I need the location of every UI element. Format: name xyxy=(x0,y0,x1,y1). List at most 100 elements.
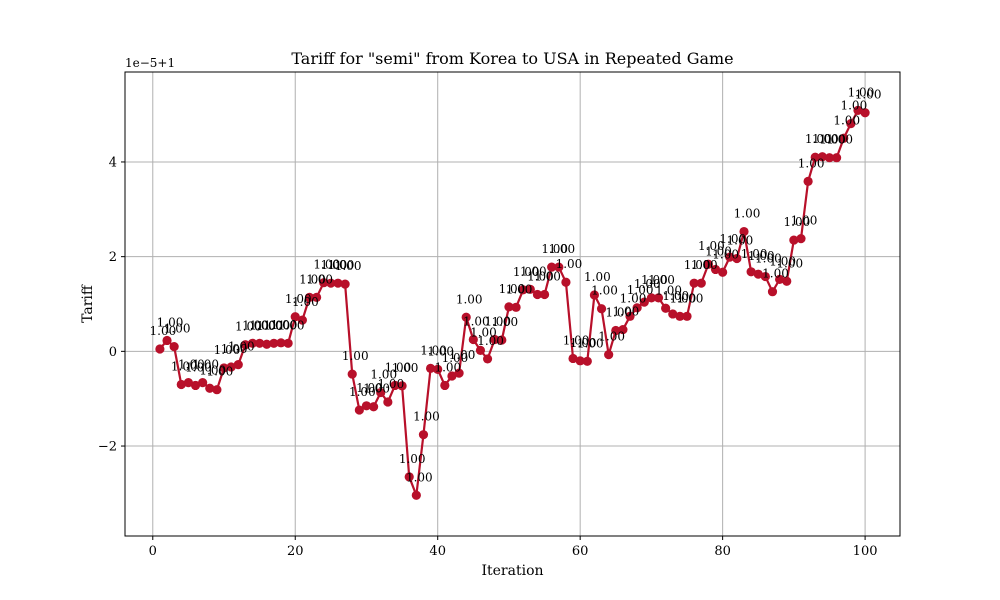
data-point-label: 1.00 xyxy=(434,360,461,374)
data-point xyxy=(589,290,600,300)
data-point xyxy=(504,302,514,312)
data-point xyxy=(169,342,179,352)
data-point-label: 1.00 xyxy=(570,336,597,350)
data-point-label: 1.00 xyxy=(520,264,547,278)
data-point xyxy=(661,303,671,313)
data-point-label: 1.00 xyxy=(385,360,412,374)
data-point xyxy=(390,380,400,391)
data-point-label: 1.00 xyxy=(299,272,326,286)
data-point xyxy=(561,277,571,287)
grid-lines xyxy=(125,72,900,536)
data-point-label: 1.00 xyxy=(185,360,212,374)
data-labels-layer: 1.001.001.001.001.001.001.001.001.001.00… xyxy=(150,85,882,484)
data-point-label: 1.00 xyxy=(698,239,725,253)
data-point xyxy=(262,339,272,349)
data-point-label: 1.00 xyxy=(207,365,234,379)
data-point-label: 1.00 xyxy=(605,306,632,320)
data-point xyxy=(212,385,222,395)
data-point xyxy=(547,262,557,272)
data-point xyxy=(846,119,856,129)
data-point-label: 1.00 xyxy=(242,318,269,332)
data-point xyxy=(162,335,172,346)
data-point-label: 1.00 xyxy=(506,282,533,296)
data-point xyxy=(383,397,393,407)
data-point-label: 1.00 xyxy=(171,359,198,373)
data-point-label: 1.00 xyxy=(313,258,340,272)
data-point xyxy=(269,338,279,348)
data-point xyxy=(340,279,350,289)
data-point xyxy=(183,377,193,388)
data-point xyxy=(226,362,236,372)
data-point-label: 1.00 xyxy=(406,470,433,484)
data-point xyxy=(247,338,258,348)
data-point xyxy=(475,345,486,355)
data-point-label: 1.00 xyxy=(278,318,305,332)
data-point-label: 1.00 xyxy=(221,342,248,356)
data-point-label: 1.00 xyxy=(541,242,568,256)
data-point-label: 1.00 xyxy=(833,113,860,127)
data-point-label: 1.00 xyxy=(812,132,839,146)
data-point xyxy=(796,234,806,244)
data-point xyxy=(839,133,849,143)
data-point-label: 1.00 xyxy=(192,358,219,372)
data-point-label: 1.00 xyxy=(427,344,454,358)
data-point-label: 1.00 xyxy=(264,318,291,332)
data-point xyxy=(404,472,414,482)
data-point-label: 1.00 xyxy=(249,318,276,332)
data-point xyxy=(618,324,628,335)
data-point xyxy=(440,380,450,391)
data-point-label: 1.00 xyxy=(727,234,754,248)
data-point xyxy=(155,344,165,354)
data-point xyxy=(482,354,493,364)
data-point-label: 1.00 xyxy=(848,85,875,99)
data-point xyxy=(490,334,500,345)
data-point xyxy=(582,356,592,366)
data-point xyxy=(689,278,699,288)
data-point xyxy=(518,285,528,295)
data-point xyxy=(198,377,208,388)
data-point xyxy=(824,153,835,163)
data-point xyxy=(739,226,749,237)
data-point xyxy=(703,259,713,269)
data-point xyxy=(625,311,635,321)
data-point-label: 1.00 xyxy=(598,330,625,344)
data-point xyxy=(283,338,293,348)
data-point-label: 1.00 xyxy=(805,132,832,146)
data-point-label: 1.00 xyxy=(477,334,504,348)
data-point-label: 1.00 xyxy=(755,252,782,266)
data-point xyxy=(696,278,706,288)
data-point-label: 1.00 xyxy=(399,452,426,466)
data-point-label: 1.00 xyxy=(306,272,333,286)
data-point xyxy=(732,253,742,264)
data-point xyxy=(255,338,265,348)
data-point xyxy=(596,304,607,314)
data-point-label: 1.00 xyxy=(691,258,718,272)
data-point xyxy=(575,356,585,366)
data-point-label: 1.00 xyxy=(776,256,803,270)
data-point xyxy=(461,312,471,322)
data-point-label: 1.00 xyxy=(798,156,825,170)
data-point xyxy=(782,276,792,286)
data-point-label: 1.00 xyxy=(563,333,590,347)
x-tick-label: 40 xyxy=(429,544,446,559)
data-point xyxy=(347,369,357,379)
data-point xyxy=(568,353,578,364)
data-point-label: 1.00 xyxy=(677,291,704,305)
data-point-label: 1.00 xyxy=(214,343,241,357)
data-point-label: 1.00 xyxy=(463,315,490,329)
data-point-label: 1.00 xyxy=(484,315,511,329)
data-point xyxy=(418,430,429,440)
data-point xyxy=(675,311,685,321)
x-axis-ticks: 0 20 40 60 80 100 xyxy=(149,536,878,559)
data-point xyxy=(746,267,756,277)
data-point xyxy=(539,289,550,300)
data-point-label: 1.00 xyxy=(584,270,611,284)
data-point-label: 1.00 xyxy=(356,381,383,395)
data-point-label: 1.00 xyxy=(470,325,497,339)
data-point-label: 1.00 xyxy=(527,270,554,284)
x-axis-label: Iteration xyxy=(481,563,543,579)
data-point-label: 1.00 xyxy=(712,247,739,261)
data-point-label: 1.00 xyxy=(491,315,518,329)
data-point-label: 1.00 xyxy=(548,242,575,256)
